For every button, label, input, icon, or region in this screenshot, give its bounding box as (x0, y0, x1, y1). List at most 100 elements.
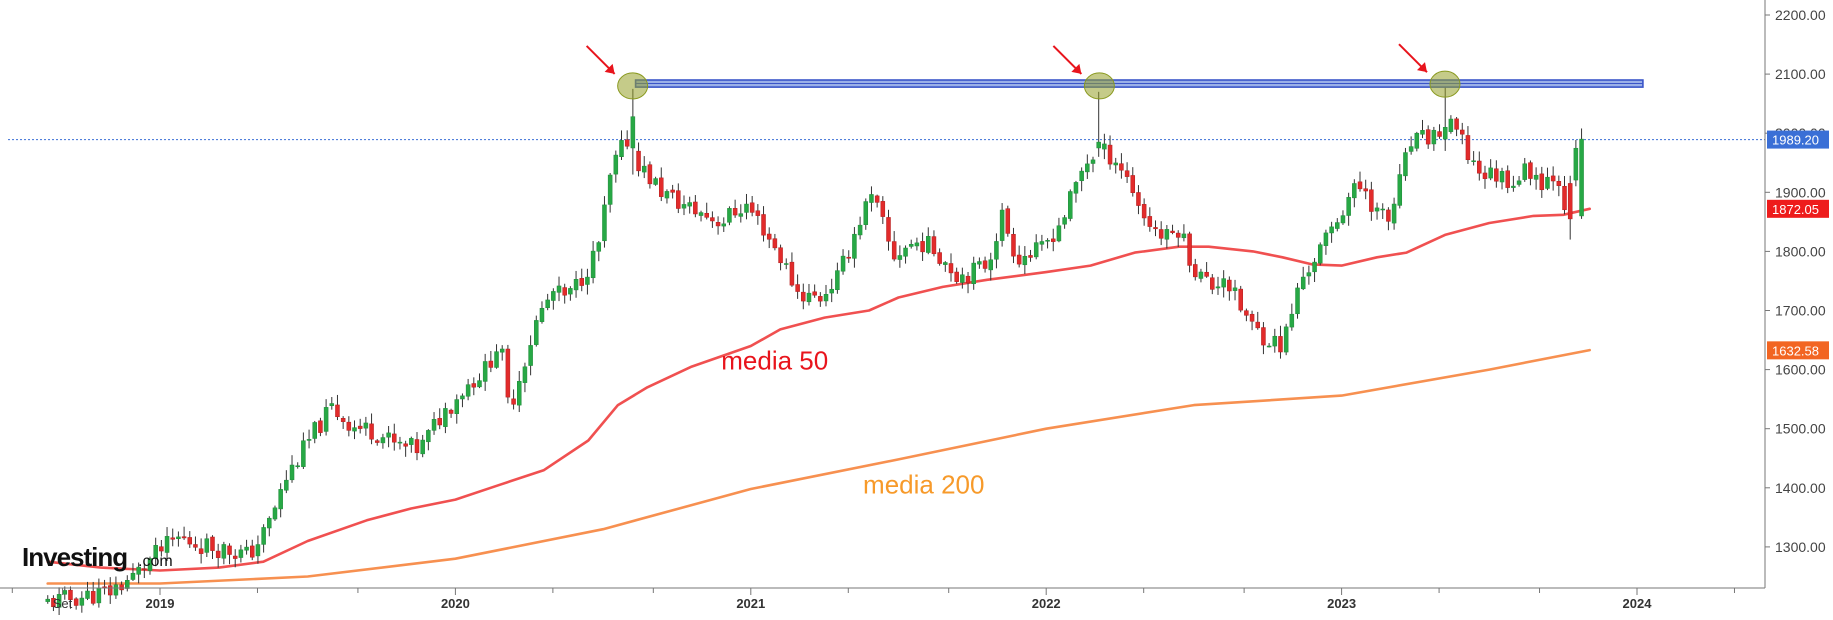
candle-down (210, 536, 215, 551)
candle-up (1164, 229, 1170, 240)
candle-down (1124, 170, 1130, 177)
candle-down (1567, 183, 1573, 220)
candle-down (931, 236, 937, 255)
candle-down (1494, 168, 1499, 182)
candle-up (1414, 132, 1420, 149)
candle-down (1005, 208, 1011, 234)
candle-down (1158, 229, 1164, 239)
candle-up (960, 274, 965, 283)
candle-up (1062, 217, 1067, 225)
candle-up (1403, 152, 1408, 177)
candles-layer (45, 85, 1584, 617)
candle-down (1465, 135, 1471, 161)
candle-down (142, 568, 147, 570)
candle-down (1175, 232, 1181, 238)
candle-up (1516, 180, 1522, 185)
y-tick-label: 2200.00 (1775, 7, 1826, 23)
candle-up (823, 294, 829, 302)
candle-up (1471, 160, 1476, 162)
candle-down (403, 443, 408, 447)
candle-up (1329, 226, 1334, 234)
candle-up (869, 194, 874, 203)
candle-up (522, 366, 528, 383)
candle-down (755, 210, 761, 216)
candle-down (1528, 162, 1533, 179)
candle-down (1227, 279, 1232, 292)
candle-up (721, 223, 727, 227)
candle-down (1193, 264, 1198, 278)
candle-down (369, 423, 374, 440)
candle-up (534, 320, 539, 345)
candle-up (1289, 313, 1295, 328)
candle-down (579, 278, 584, 286)
candle-down (232, 555, 238, 559)
x-tick-label: 2022 (1032, 596, 1061, 611)
candle-up (988, 259, 994, 271)
y-tick-label: 1400.00 (1775, 480, 1826, 496)
y-axis-tag (1767, 130, 1829, 149)
candle-up (1306, 272, 1312, 277)
candle-down (1238, 288, 1243, 311)
arrow-head-2 (1071, 63, 1082, 74)
candle-down (1460, 129, 1465, 135)
candle-up (613, 154, 619, 175)
candle-up (829, 288, 834, 294)
highlight-top-3 (1429, 70, 1461, 98)
candle-up (1266, 345, 1272, 348)
candle-up (852, 233, 857, 259)
candle-up (238, 549, 244, 558)
candle-up (619, 140, 624, 158)
candle-up (204, 538, 210, 553)
logo-main-text: Investing (22, 542, 127, 572)
candle-up (130, 572, 136, 580)
candle-up (323, 407, 329, 432)
candle-up (363, 422, 369, 429)
candle-up (664, 191, 670, 199)
y-axis-tag-label: 1872.05 (1772, 202, 1819, 217)
candle-down (766, 233, 772, 240)
candle-up (284, 479, 289, 491)
candle-down (1425, 129, 1431, 145)
candle-up (630, 116, 636, 149)
y-axis-tag-label: 1632.58 (1772, 343, 1819, 358)
candle-up (1045, 240, 1050, 242)
candle-up (1522, 163, 1527, 180)
candle-up (994, 241, 999, 260)
candle-up (244, 546, 249, 551)
candle-up (1545, 176, 1550, 189)
investing-logo: Investing .com (22, 542, 173, 572)
candle-up (426, 430, 431, 443)
candle-down (1550, 175, 1556, 182)
candle-down (1482, 172, 1488, 179)
candle-up (1323, 232, 1329, 246)
candle-up (1335, 222, 1340, 229)
x-tick-label: 2019 (146, 596, 175, 611)
candle-up (352, 427, 357, 432)
candle-up (1431, 129, 1437, 145)
candle-up (1511, 185, 1516, 188)
candle-down (704, 212, 709, 218)
candle-up (517, 381, 522, 406)
candle-up (278, 489, 283, 510)
candle-down (778, 247, 783, 264)
candle-down (1153, 227, 1158, 230)
candle-down (676, 190, 681, 209)
candle-down (1278, 336, 1283, 353)
candle-up (45, 598, 50, 602)
candle-down (119, 584, 124, 591)
candle-up (857, 224, 863, 236)
candle-up (863, 201, 869, 225)
candle-down (965, 275, 971, 284)
candle-up (1283, 326, 1289, 353)
candle-up (409, 438, 414, 445)
candle-up (1420, 130, 1425, 135)
candle-up (1096, 141, 1101, 149)
x-tick-label: 2021 (736, 596, 765, 611)
candle-up (499, 348, 505, 353)
candle-down (1011, 234, 1016, 257)
candle-up (727, 208, 732, 223)
series-line-media-200 (46, 348, 1591, 585)
candle-down (670, 189, 675, 193)
candle-up (460, 395, 465, 400)
candle-down (1505, 170, 1510, 188)
